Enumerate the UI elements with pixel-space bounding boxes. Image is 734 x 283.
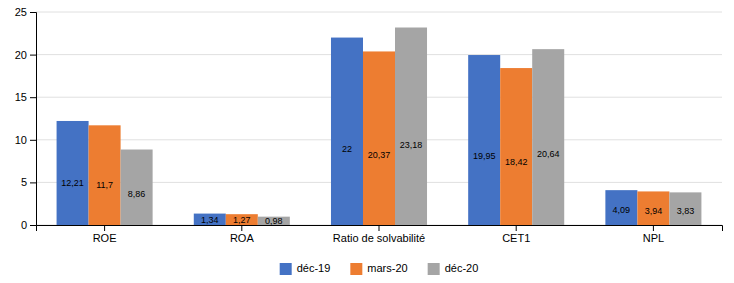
data-label: 12,21	[61, 178, 84, 188]
y-tick-label: 10	[15, 134, 27, 146]
data-label: 19,95	[473, 151, 496, 161]
x-tick-label: Ratio de solvabilité	[333, 232, 425, 244]
y-tick: 15	[15, 91, 36, 103]
chart: 12,21 1,34 22 19,95 4,09 11,7 1,27 20,37 18,42 3,…	[0, 0, 734, 283]
y-tick-mark	[30, 12, 36, 13]
bar	[500, 68, 532, 225]
legend: déc-19 mars-20 déc-20	[280, 262, 479, 275]
grid-line	[36, 12, 722, 13]
bar	[226, 214, 258, 225]
bar	[637, 191, 669, 225]
x-tick-mark	[516, 225, 517, 231]
x-tick: ROA	[230, 225, 255, 244]
data-label: 3,94	[645, 206, 663, 216]
data-label: 1,27	[233, 215, 251, 225]
y-tick: 0	[21, 219, 36, 231]
y-tick-label: 0	[21, 219, 27, 231]
legend-swatch	[428, 263, 440, 275]
bar	[363, 51, 395, 225]
legend-label: déc-20	[445, 262, 479, 274]
x-tick-label: NPL	[643, 232, 664, 244]
x-tick: CET1	[502, 225, 530, 244]
bar	[121, 150, 153, 225]
y-tick-label: 15	[15, 91, 27, 103]
y-tick: 5	[21, 176, 36, 188]
data-label: 22	[342, 144, 352, 154]
y-axis: 0 5 10 15 20 25	[15, 6, 37, 231]
x-tick-label: ROA	[230, 232, 255, 244]
x-axis-line	[37, 226, 723, 232]
legend-label: mars-20	[367, 262, 407, 274]
plot: 12,21 1,34 22 19,95 4,09 11,7 1,27 20,37 18,42 3,…	[15, 6, 723, 244]
data-label: 1,34	[201, 215, 219, 225]
x-tick: ROE	[93, 225, 117, 244]
data-label: 8,86	[128, 189, 146, 199]
x-tick-mark	[241, 225, 242, 231]
y-tick-mark	[30, 97, 36, 98]
x-axis: ROE ROA Ratio de solvabilité CET1 NPL	[37, 225, 723, 244]
y-tick: 25	[15, 6, 36, 18]
x-tick-label: CET1	[502, 232, 530, 244]
bar-series	[57, 38, 638, 225]
bar	[57, 121, 89, 225]
bars	[57, 28, 702, 225]
grid	[36, 12, 722, 225]
y-tick-label: 20	[15, 49, 27, 61]
legend-item: déc-19	[280, 262, 331, 275]
bar	[468, 55, 500, 225]
legend-swatch	[350, 263, 362, 275]
data-label: 23,18	[400, 140, 423, 150]
data-label: 20,37	[368, 150, 391, 160]
y-tick-mark	[30, 225, 36, 226]
y-tick-label: 25	[15, 6, 27, 18]
data-label: 11,7	[96, 180, 113, 190]
y-tick-label: 5	[21, 176, 27, 188]
bar-series	[89, 51, 670, 225]
legend-item: mars-20	[350, 262, 407, 275]
x-tick-mark	[653, 225, 654, 231]
x-tick: NPL	[643, 225, 664, 244]
x-tick: Ratio de solvabilité	[333, 225, 425, 244]
bar	[89, 125, 121, 225]
bar	[532, 49, 564, 225]
legend-swatch	[280, 263, 292, 275]
legend-label: déc-19	[297, 262, 331, 274]
y-tick: 20	[15, 49, 36, 61]
x-tick-mark	[379, 225, 380, 231]
y-tick-mark	[30, 182, 36, 183]
data-label: 18,42	[505, 157, 528, 167]
bar	[605, 190, 637, 225]
data-label: 4,09	[613, 205, 631, 215]
bar	[669, 192, 701, 225]
bar	[194, 214, 226, 225]
y-axis-line	[30, 13, 37, 226]
bar	[395, 28, 427, 225]
x-tick-mark	[104, 225, 105, 231]
x-tick-label: ROE	[93, 232, 117, 244]
data-label: 0,98	[265, 216, 283, 226]
bar	[331, 38, 363, 225]
legend-item: déc-20	[428, 262, 479, 275]
y-tick: 10	[15, 134, 36, 146]
y-tick-mark	[30, 55, 36, 56]
bar-series	[121, 28, 702, 225]
y-tick-mark	[30, 140, 36, 141]
data-label: 3,83	[677, 206, 695, 216]
data-labels: 12,21 1,34 22 19,95 4,09 11,7 1,27 20,37 18,42 3,…	[61, 140, 694, 226]
data-label: 20,64	[537, 149, 560, 159]
